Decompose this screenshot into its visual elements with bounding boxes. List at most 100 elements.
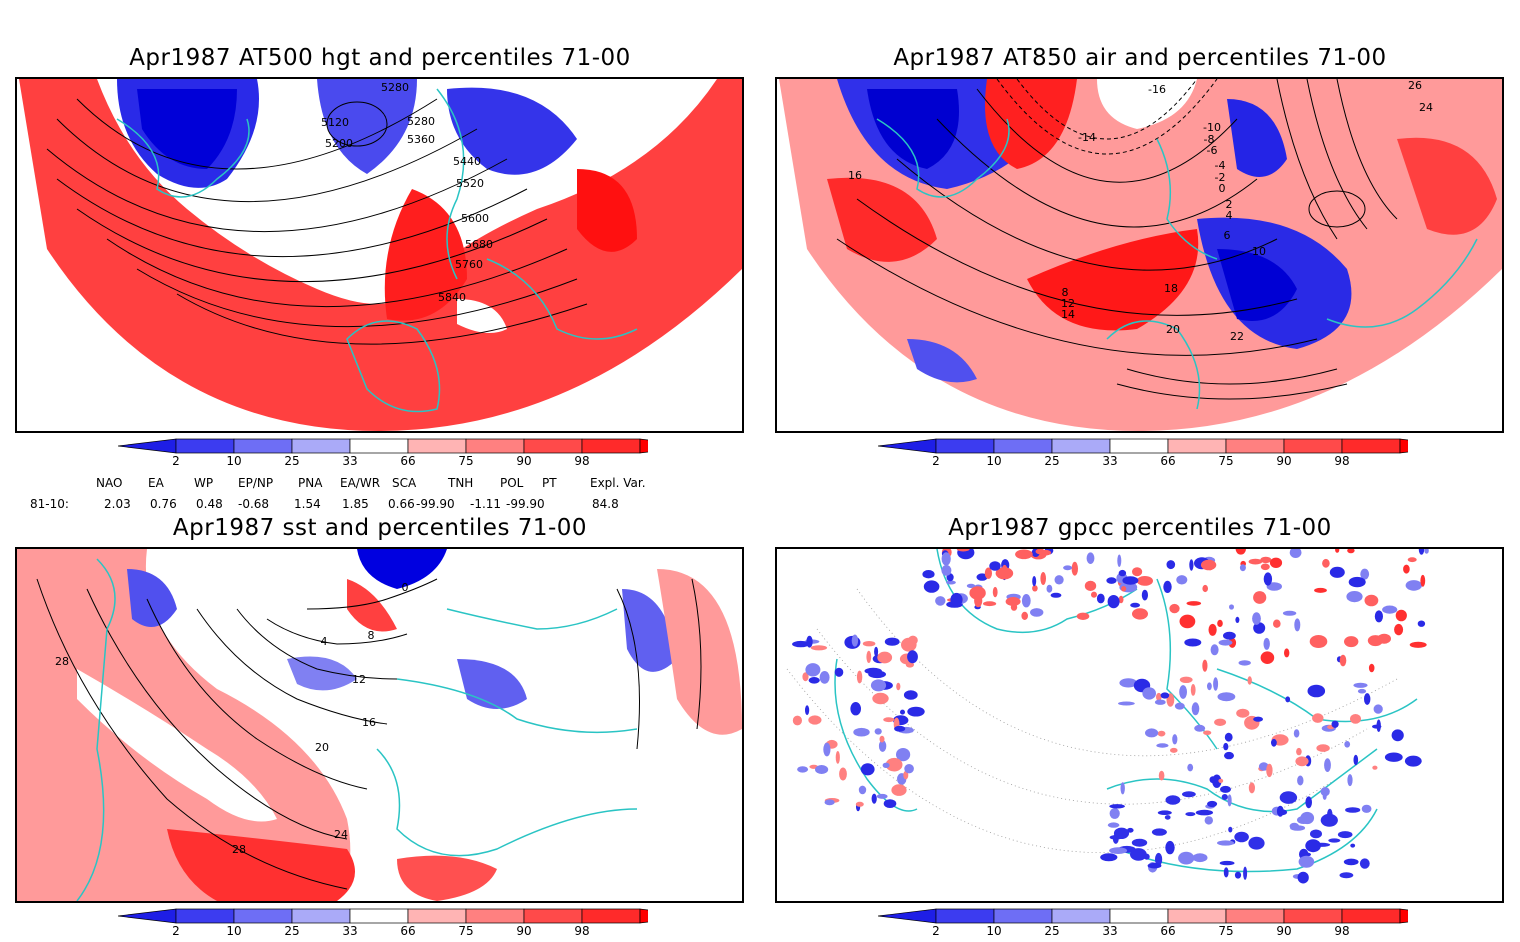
precip-anomaly-blob	[1179, 676, 1193, 683]
precip-anomaly-blob	[1271, 738, 1277, 747]
precip-anomaly-blob	[1405, 580, 1422, 591]
precip-anomaly-blob	[1328, 838, 1341, 843]
precip-anomaly-blob	[1091, 591, 1097, 598]
precip-anomaly-blob	[1322, 558, 1330, 568]
precip-anomaly-blob	[802, 672, 809, 682]
precip-anomaly-blob	[1010, 603, 1018, 611]
precip-anomaly-blob	[1373, 704, 1383, 714]
precip-anomaly-blob	[1253, 716, 1263, 722]
precip-anomaly-blob	[1021, 611, 1028, 620]
colorbar-swatch	[523, 908, 583, 924]
precip-anomaly-blob	[1253, 591, 1267, 604]
colorbar-sst-swatches	[117, 908, 699, 924]
contour-label: 5280	[381, 81, 409, 94]
map-panel-hgt: 5280 5120 5200 5280 5360 5440 5520 5600 …	[15, 77, 744, 433]
precip-anomaly-blob	[1269, 557, 1283, 568]
precip-anomaly-blob	[935, 596, 946, 606]
colorbar-gpcc-swatches	[877, 908, 1459, 924]
colorbar-arrow-low	[117, 908, 177, 924]
index-header-pna: PNA	[298, 476, 323, 490]
precip-anomaly-blob	[1130, 602, 1140, 608]
precip-anomaly-blob	[835, 751, 840, 764]
colorbar-tick: 75	[1218, 454, 1234, 468]
colorbar-swatch	[465, 908, 525, 924]
precip-anomaly-blob	[1156, 692, 1162, 702]
precip-anomaly-blob	[1179, 685, 1187, 699]
precip-anomaly-blob	[1296, 747, 1302, 756]
precip-anomaly-blob	[1032, 576, 1037, 587]
precip-anomaly-blob	[1143, 853, 1150, 860]
precip-anomaly-blob	[966, 583, 976, 588]
precip-anomaly-blob	[1350, 843, 1356, 848]
precip-anomaly-blob	[1347, 549, 1355, 554]
precip-anomaly-blob	[1282, 610, 1297, 616]
precip-anomaly-blob	[1374, 610, 1383, 623]
precip-anomaly-blob	[1121, 586, 1127, 592]
precip-anomaly-blob	[1266, 582, 1282, 591]
colorbar-tick: 66	[1160, 454, 1176, 468]
contour-label: 5120	[321, 116, 349, 129]
precip-anomaly-blob	[1359, 858, 1370, 869]
index-header-ea: EA	[148, 476, 164, 490]
colorbar-arrow-low	[877, 908, 937, 924]
precip-anomaly-blob	[1276, 805, 1284, 817]
precip-anomaly-blob	[894, 725, 906, 732]
precip-anomaly-blob	[884, 637, 900, 646]
precip-anomaly-blob	[1217, 840, 1235, 846]
precip-anomaly-blob	[1207, 800, 1218, 808]
colorbar-hgt: 2 10 25 33 66 75 90 98	[117, 438, 699, 472]
contour-label: 10	[1252, 245, 1266, 258]
precip-anomaly-blob	[876, 793, 888, 799]
precip-anomaly-blob	[995, 567, 1014, 580]
precip-anomaly-blob	[1165, 840, 1175, 855]
precip-anomaly-blob	[1407, 557, 1417, 563]
precip-anomaly-blob	[1324, 758, 1331, 772]
precip-anomaly-blob	[1320, 787, 1330, 797]
precip-anomaly-blob	[1409, 641, 1427, 648]
colorbar-tick: 33	[342, 454, 358, 468]
colorbar-air-swatches	[877, 438, 1459, 454]
colorbar-swatch	[1225, 438, 1285, 454]
contour-label: 26	[1408, 79, 1422, 92]
precip-anomaly-blob	[1192, 853, 1208, 863]
contour-label: 5360	[407, 133, 435, 146]
contour-label: 5200	[325, 137, 353, 150]
precip-anomaly-blob	[1339, 872, 1354, 879]
precip-anomaly-blob	[1040, 572, 1046, 585]
precip-anomaly-blob	[1339, 654, 1347, 667]
contour-label: 6	[1224, 229, 1231, 242]
contour-label: 20	[1166, 323, 1180, 336]
precip-anomaly-blob	[1224, 732, 1233, 742]
precip-anomaly-blob	[1122, 576, 1139, 585]
colorbar-arrow-high	[1399, 438, 1459, 454]
precip-anomaly-blob	[1084, 580, 1097, 591]
precip-anomaly-blob	[862, 641, 876, 647]
precip-anomaly-blob	[1145, 728, 1159, 738]
precip-anomaly-blob	[1187, 763, 1194, 772]
precip-anomaly-blob	[871, 793, 877, 804]
precip-anomaly-blob	[858, 785, 867, 795]
precip-anomaly-blob	[969, 586, 986, 600]
precip-anomaly-blob	[923, 580, 940, 593]
colorbar-swatch	[1283, 438, 1343, 454]
precip-anomaly-blob	[1223, 631, 1236, 640]
precip-anomaly-blob	[1228, 826, 1233, 833]
precip-anomaly-blob	[819, 671, 830, 684]
precip-anomaly-blob	[1368, 663, 1375, 673]
precip-anomaly-blob	[1118, 569, 1127, 577]
colorbar-swatch	[1167, 438, 1227, 454]
precip-anomaly-blob	[1046, 584, 1053, 593]
precip-anomaly-blob	[883, 799, 897, 808]
contour-label: 12	[1061, 297, 1075, 310]
colorbar-tick: 75	[458, 454, 474, 468]
precip-anomaly-blob	[853, 727, 870, 737]
contour-label: 5440	[453, 155, 481, 168]
precip-anomaly-blob	[1367, 635, 1383, 647]
colorbar-swatch	[1109, 438, 1169, 454]
colorbar-arrow-low	[877, 438, 937, 454]
precip-anomaly-blob	[1174, 702, 1185, 710]
precip-anomaly-blob	[1132, 608, 1148, 620]
precip-anomaly-blob	[1266, 763, 1273, 778]
precip-anomaly-blob	[1176, 575, 1188, 585]
precip-anomaly-blob	[1395, 609, 1407, 622]
